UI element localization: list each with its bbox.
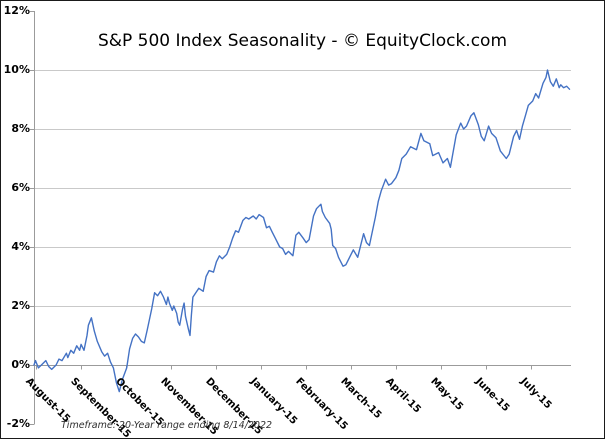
- seasonality-line: [33, 69, 571, 393]
- y-axis-tick-label: 2%: [11, 299, 30, 312]
- y-axis-tick-label: 8%: [11, 122, 30, 135]
- timeframe-note: Timeframe: 20-Year range ending 8/14/202…: [61, 420, 273, 431]
- chart-title: S&P 500 Index Seasonality - © EquityCloc…: [97, 31, 508, 51]
- y-axis-tick-label: -2%: [6, 417, 30, 430]
- y-axis-tick-label: 4%: [11, 240, 30, 253]
- y-axis-tick-label: 0%: [11, 358, 30, 371]
- y-axis-tick-label: 12%: [3, 4, 30, 17]
- y-axis-tick-label: 10%: [3, 63, 30, 76]
- y-axis-tick-label: 6%: [11, 181, 30, 194]
